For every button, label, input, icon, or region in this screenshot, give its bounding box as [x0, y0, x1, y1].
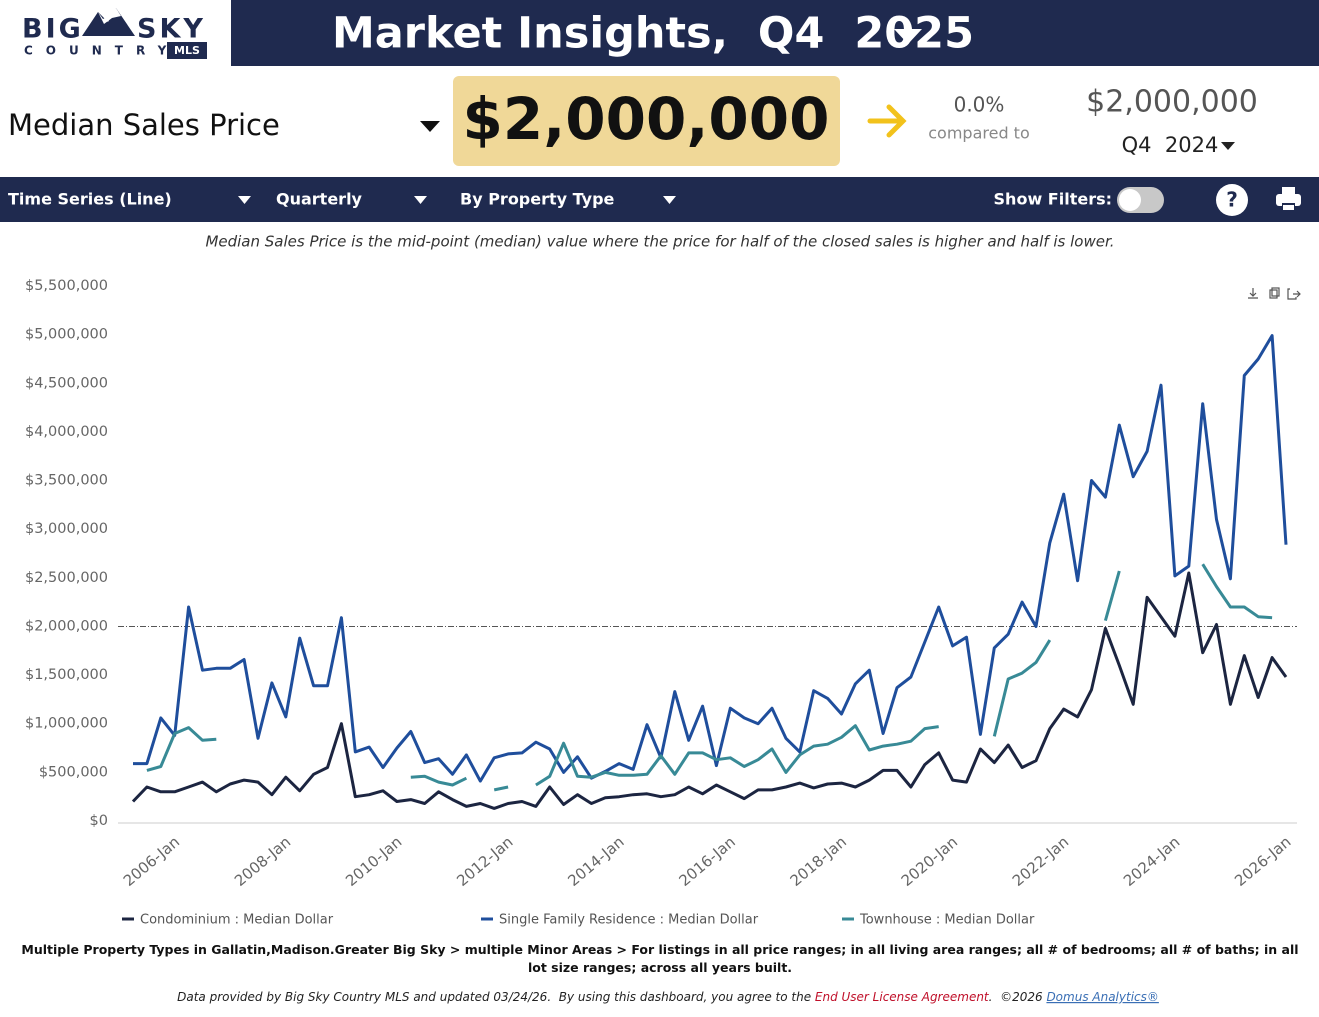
logo-sky: SKY: [137, 14, 206, 45]
logo-country: COUNTRY: [24, 44, 179, 58]
help-icon[interactable]: ?: [1226, 188, 1238, 212]
vendor-link[interactable]: Domus Analytics®: [1046, 990, 1158, 1004]
y-tick-label: $1,500,000: [25, 667, 108, 683]
y-tick-label: $500,000: [39, 764, 108, 780]
dropdown-caret[interactable]: [414, 196, 427, 204]
metric-description: Median Sales Price is the mid-point (med…: [205, 233, 1114, 251]
legend-label: Townhouse : Median Dollar: [859, 913, 1035, 928]
y-tick-label: $5,000,000: [25, 327, 108, 343]
period-dropdown[interactable]: [894, 29, 922, 44]
header-bar: [231, 0, 1319, 66]
prior-period-dropdown[interactable]: [1221, 142, 1235, 150]
x-tick-label: 2016-Jan: [675, 833, 738, 890]
attribution: Data provided by Big Sky Country MLS and…: [177, 990, 1159, 1004]
copyright: . ©2026: [989, 990, 1047, 1004]
grouping-select[interactable]: By Property Type: [460, 190, 615, 209]
y-tick-label: $2,500,000: [25, 570, 108, 586]
series-line: [131, 571, 1288, 810]
chart-type-select[interactable]: Time Series (Line): [8, 190, 172, 209]
x-tick-label: 2026-Jan: [1231, 833, 1294, 890]
y-tick-label: $5,500,000: [25, 278, 108, 294]
logo-mountain: [82, 8, 135, 36]
toggle-knob: [1119, 189, 1141, 211]
prior-period[interactable]: Q4 2024: [1122, 133, 1219, 157]
y-tick-label: $0: [90, 813, 108, 829]
attribution-text: Data provided by Big Sky Country MLS and…: [177, 990, 815, 1004]
x-tick-label: 2018-Jan: [787, 833, 850, 890]
y-tick-label: $1,000,000: [25, 716, 108, 732]
x-tick-label: 2022-Jan: [1009, 833, 1072, 890]
y-tick-label: $3,000,000: [25, 521, 108, 537]
page-title[interactable]: Market Insights, Q4 2025: [332, 9, 974, 59]
legend-label: Condominium : Median Dollar: [140, 913, 334, 928]
trend-arrow: [867, 104, 907, 138]
x-tick-label: 2012-Jan: [453, 833, 516, 890]
logo-snow: [98, 8, 121, 24]
logo-mls-box: [167, 42, 207, 59]
x-tick-label: 2010-Jan: [342, 833, 405, 890]
dropdown-caret[interactable]: [663, 196, 676, 204]
metric-dropdown[interactable]: [420, 121, 440, 132]
logo-mls: MLS: [174, 44, 200, 57]
toolbar: [0, 177, 1319, 222]
prior-value: $2,000,000: [1086, 85, 1258, 120]
y-tick-label: $4,500,000: [25, 375, 108, 391]
kpi-box: [453, 76, 840, 166]
y-tick-label: $2,000,000: [25, 618, 108, 634]
logo-big: BIG: [22, 14, 84, 45]
x-tick-label: 2020-Jan: [898, 833, 961, 890]
x-tick-label: 2024-Jan: [1120, 833, 1183, 890]
frequency-select[interactable]: Quarterly: [276, 190, 363, 209]
kpi-compared-to: compared to: [928, 124, 1030, 143]
legend-label: Single Family Residence : Median Dollar: [499, 913, 759, 928]
y-tick-label: $4,000,000: [25, 424, 108, 440]
show-filters-label: Show Filters:: [994, 190, 1112, 209]
y-tick-label: $3,500,000: [25, 473, 108, 489]
license-link[interactable]: End User License Agreement: [815, 990, 990, 1004]
kpi-value: $2,000,000: [463, 85, 830, 153]
series-line: [146, 563, 1273, 792]
x-tick-label: 2008-Jan: [231, 833, 294, 890]
chart-icons[interactable]: [1248, 287, 1301, 300]
filter-footnote: Multiple Property Types in Gallatin,Madi…: [21, 942, 1299, 975]
x-tick-label: 2006-Jan: [120, 833, 183, 890]
metric-name[interactable]: Median Sales Price: [8, 108, 280, 142]
dropdown-caret[interactable]: [238, 196, 251, 204]
help-button[interactable]: [1216, 184, 1248, 216]
x-tick-label: 2014-Jan: [564, 833, 627, 890]
print-button[interactable]: [1276, 187, 1301, 211]
kpi-change: 0.0%: [954, 93, 1005, 117]
series-line: [133, 334, 1288, 783]
